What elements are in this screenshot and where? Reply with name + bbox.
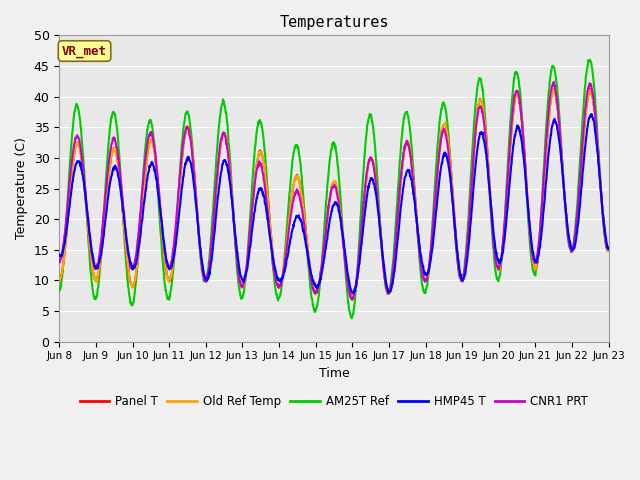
Text: VR_met: VR_met xyxy=(62,45,107,58)
X-axis label: Time: Time xyxy=(319,367,349,380)
Y-axis label: Temperature (C): Temperature (C) xyxy=(15,138,28,240)
Legend: Panel T, Old Ref Temp, AM25T Ref, HMP45 T, CNR1 PRT: Panel T, Old Ref Temp, AM25T Ref, HMP45 … xyxy=(75,391,593,413)
Title: Temperatures: Temperatures xyxy=(279,15,388,30)
